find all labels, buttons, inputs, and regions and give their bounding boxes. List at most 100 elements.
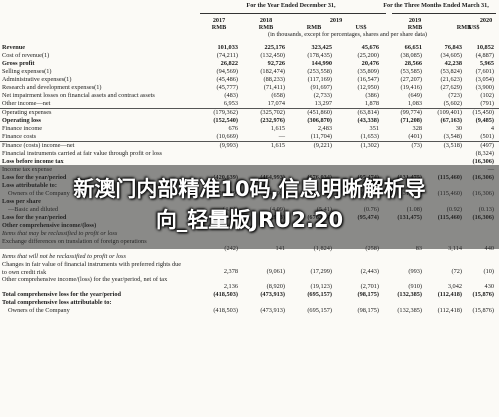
table-row: Administrative expenses(1) (45,486) (88,23…: [0, 76, 499, 84]
table-row: Selling expenses(1) (94,569) (182,474) (253…: [0, 68, 499, 76]
overlay-caption: 新澳门内部精准10码,信息明晰解析导 向_轻量版JRU2.20: [0, 174, 499, 236]
row-label: Revenue: [2, 44, 26, 51]
table-row: Owners of the Company (418,503) (473,913) (…: [0, 307, 499, 315]
table-row: Operating expenses (179,362) (325,702) (451…: [0, 108, 499, 117]
row-value: (21,623): [440, 76, 462, 83]
row-label: Loss before income tax: [2, 158, 64, 165]
row-value: 1,083: [407, 100, 422, 107]
row-label: Changes in fair value of financial instr…: [2, 261, 182, 276]
currency-label: US$: [355, 24, 367, 31]
row-value: 2,378: [223, 268, 238, 275]
row-value: (11,704): [310, 133, 332, 140]
row-value: —: [278, 133, 285, 140]
row-value: (35,809): [357, 68, 379, 75]
row-value: 30: [455, 125, 462, 132]
row-value: (473,913): [260, 307, 285, 314]
row-label: Total comprehensive loss for the year/pe…: [2, 291, 121, 298]
row-value: (132,385): [397, 307, 422, 314]
row-value: (71,208): [400, 117, 422, 124]
table-row: Loss before income tax (16,306): [0, 158, 499, 166]
row-value: (3,900): [475, 84, 494, 91]
row-value: (16,306): [472, 158, 494, 165]
table-row: Financial instruments carried at fair va…: [0, 150, 499, 158]
row-value: 10,852: [476, 44, 494, 51]
row-value: (88,233): [263, 76, 285, 83]
row-value: 45,676: [361, 44, 379, 51]
row-label: Finance income: [2, 125, 43, 132]
unit-note: (in thousands, except for percentages, s…: [268, 31, 427, 38]
currency-label: RMB: [258, 24, 274, 31]
row-value: (2,733): [313, 92, 332, 99]
row-value: (10,669): [216, 133, 238, 140]
table-row: Net impairment losses on financial asset…: [0, 92, 499, 100]
year-2018: 2018: [259, 17, 273, 24]
overlay-caption-line: 向_轻量版JRU2.20: [155, 208, 344, 232]
row-value: (695,157): [307, 307, 332, 314]
row-value: (497): [480, 142, 494, 149]
row-value: 92,726: [267, 60, 285, 67]
row-label: Other comprehensive income/(loss) for th…: [2, 276, 168, 283]
row-value: (910): [408, 283, 422, 290]
row-value: (53,824): [440, 68, 462, 75]
watermark-overlay: [0, 165, 499, 249]
row-value: (5,602): [443, 100, 462, 107]
currency-label: RMB: [456, 24, 472, 31]
row-label: Other income—net: [2, 100, 51, 107]
row-value: 17,074: [267, 100, 285, 107]
table-row: Other income—net 6,953 17,074 13,297 1,878 1,…: [0, 100, 499, 108]
row-label: Total comprehensive loss attributable to…: [2, 299, 112, 306]
row-value: (723): [448, 92, 462, 99]
header-rule: [392, 13, 496, 14]
row-value: 76,843: [444, 44, 462, 51]
row-value: 323,425: [311, 44, 332, 51]
row-value: 66,651: [404, 44, 422, 51]
row-label: Net impairment losses on financial asset…: [2, 92, 155, 99]
row-value: (45,486): [216, 76, 238, 83]
currency-label: RMB: [306, 24, 322, 31]
row-value: (15,450): [472, 109, 494, 116]
row-label: Administrative expenses(1): [2, 76, 72, 83]
table-row: Finance (costs) income—net (9,993) 1,615 (9…: [0, 141, 499, 150]
table-row: Gross profit 26,822 92,726 144,990 20,476 28,…: [0, 60, 499, 68]
table-row: Revenue 101,033 225,176 323,425 45,676 66,651…: [0, 44, 499, 52]
row-value: (182,474): [260, 68, 285, 75]
row-value: (386): [365, 92, 379, 99]
row-value: 4: [490, 125, 494, 132]
row-label: Operating expenses: [2, 109, 52, 116]
row-value: 28,566: [404, 60, 422, 67]
row-value: 6,953: [223, 100, 238, 107]
row-value: (67,163): [440, 117, 462, 124]
row-label: Financial instruments carried at fair va…: [2, 150, 163, 157]
row-value: (98,175): [357, 307, 379, 314]
row-value: (17,299): [310, 268, 332, 275]
row-value: (3,548): [443, 133, 462, 140]
table-row: Cost of revenue(1) (74,211) (132,450) (178,…: [0, 52, 499, 60]
row-value: (27,629): [440, 84, 462, 91]
table-row: Finance income 676 1,615 2,483 351 328 30 4: [0, 125, 499, 133]
row-value: (501): [480, 133, 494, 140]
row-value: (4,887): [475, 52, 494, 59]
row-value: 3,042: [447, 283, 462, 290]
row-value: (102): [480, 92, 494, 99]
table-row: Finance costs (10,669) — (11,704) (1,653) (40…: [0, 133, 499, 141]
period-year-ended: For the Year Ended December 31,: [246, 2, 336, 9]
row-value: (16,547): [357, 76, 379, 83]
row-value: (649): [408, 92, 422, 99]
row-value: 351: [369, 125, 379, 132]
row-value: (7,601): [475, 68, 494, 75]
row-value: (38,085): [400, 52, 422, 59]
row-value: 225,176: [264, 44, 285, 51]
year-2020-q1: 2020: [479, 17, 493, 24]
row-label: Selling expenses(1): [2, 68, 52, 75]
row-value: 144,990: [311, 60, 332, 67]
row-label: Gross profit: [2, 60, 35, 67]
row-value: (232,976): [260, 117, 285, 124]
row-value: 2,483: [317, 125, 332, 132]
table-row: Research and development expenses(1) (45,…: [0, 84, 499, 92]
row-value: 2,136: [223, 283, 238, 290]
header-rule: [200, 13, 386, 14]
row-value: (117,169): [307, 76, 332, 83]
row-value: (99,774): [400, 109, 422, 116]
row-value: (72): [451, 268, 463, 275]
